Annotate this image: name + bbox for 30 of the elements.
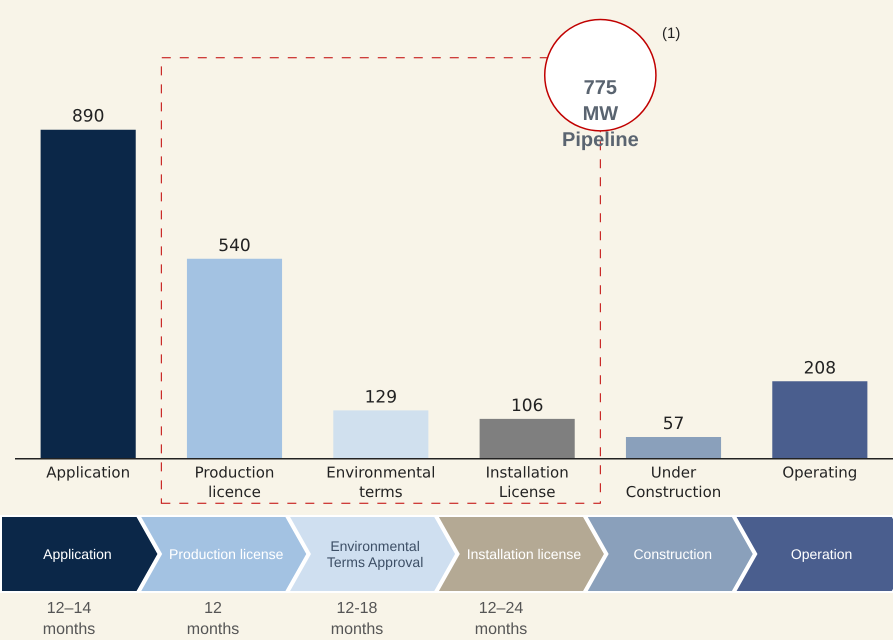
x-tick-label: Application bbox=[46, 464, 130, 482]
text: Construction bbox=[633, 546, 712, 562]
text: 12-18 months bbox=[330, 599, 384, 640]
data-label: 890 bbox=[72, 106, 104, 127]
text: Operation bbox=[790, 546, 852, 562]
annotation: 775 MW Pipeline bbox=[562, 77, 639, 151]
bar bbox=[333, 410, 428, 458]
x-tick-label: Environmental terms bbox=[326, 464, 436, 501]
text: (1) bbox=[662, 25, 680, 42]
data-label: 540 bbox=[218, 236, 251, 256]
text: Environmental Terms Approval bbox=[326, 538, 424, 570]
data-label: 208 bbox=[804, 358, 836, 378]
text: Production license bbox=[169, 546, 284, 562]
x-tick-label: Installation License bbox=[486, 464, 569, 501]
text: 12–14 months bbox=[42, 599, 96, 640]
bar bbox=[480, 418, 575, 458]
x-tick-label: Production licence bbox=[194, 464, 274, 501]
bar bbox=[186, 258, 282, 458]
text: Installation license bbox=[466, 546, 582, 562]
text: Application bbox=[43, 546, 112, 562]
x-tick-label: Operating bbox=[782, 464, 858, 482]
data-label: 129 bbox=[364, 387, 398, 408]
data-label: 57 bbox=[662, 414, 684, 434]
bar bbox=[626, 436, 722, 458]
data-label: 106 bbox=[510, 396, 544, 416]
bar bbox=[772, 381, 868, 458]
x-tick-label: Under Construction bbox=[626, 464, 722, 501]
text: 12–24 months bbox=[474, 599, 528, 640]
text: 12 months bbox=[186, 599, 240, 640]
bar bbox=[40, 130, 136, 458]
